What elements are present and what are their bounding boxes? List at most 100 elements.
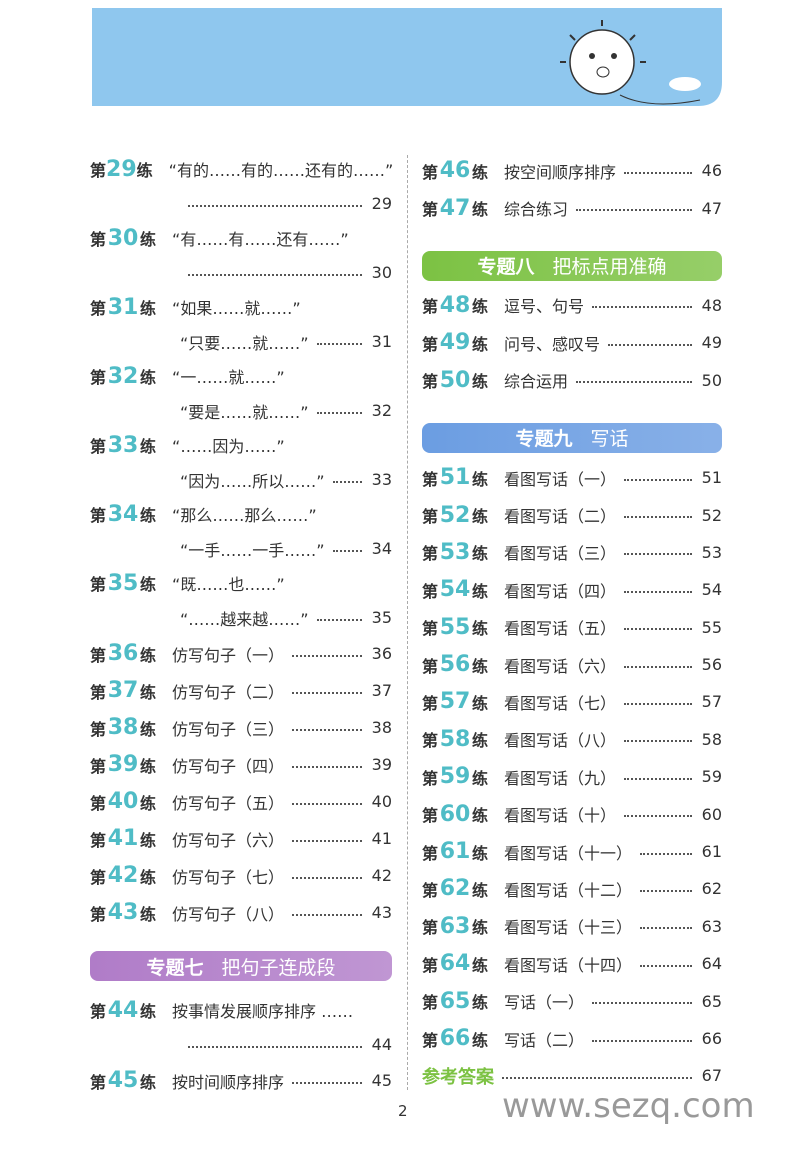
page-ref: 52 — [701, 505, 722, 525]
toc-entry: 第 62 练看图写话（十二） 62 — [422, 870, 722, 907]
section-label: 专题九 — [515, 428, 573, 451]
entry-number: 29 — [106, 156, 137, 182]
page-ref: 65 — [701, 991, 722, 1011]
entry-suffix: 练 — [472, 955, 489, 975]
entry-prefix: 第 — [422, 544, 439, 564]
entry-title: 看图写话（九） — [504, 768, 617, 788]
entry-prefix: 第 — [422, 372, 439, 392]
toc-entry: 第 57 练看图写话（七） 57 — [422, 683, 722, 720]
section-label: 专题八 — [477, 256, 535, 279]
entry-prefix: 第 — [90, 645, 107, 665]
leader — [292, 765, 362, 768]
entry-prefix: 第 — [90, 161, 107, 181]
entry-number: 36 — [107, 641, 139, 666]
entry-prefix: 第 — [422, 1030, 439, 1050]
toc-entry: 第 30 练 “有……有……还有……” — [90, 221, 392, 256]
toc-entry: 第 41 练仿写句子（六） 41 — [90, 820, 392, 857]
leader — [624, 740, 692, 743]
entry-suffix: 练 — [140, 793, 157, 813]
entry-title: “只要……就……” — [180, 333, 309, 353]
toc-entry-cont: “要是……就……” 32 — [90, 394, 392, 429]
entry-suffix: 练 — [472, 918, 489, 938]
entry-suffix: 练 — [140, 230, 157, 250]
toc-entry: 第 47 练综合练习 47 — [422, 189, 722, 226]
page-ref: 55 — [701, 617, 722, 637]
entry-number: 61 — [439, 839, 471, 865]
entry-title: 看图写话（十） — [504, 806, 617, 826]
page-ref: 30 — [371, 263, 392, 283]
entry-prefix: 第 — [90, 1072, 107, 1092]
entry-title: “一……就……” — [172, 368, 285, 388]
leader — [624, 628, 692, 631]
leader — [292, 913, 362, 916]
entry-number: 59 — [439, 764, 471, 790]
toc-entry-cont: 29 — [90, 187, 392, 222]
entry-number: 47 — [439, 195, 471, 221]
entry-title: 综合运用 — [504, 372, 569, 392]
entry-title: 看图写话（十四） — [504, 955, 633, 975]
entry-number: 40 — [107, 789, 139, 814]
entry-suffix: 练 — [140, 756, 157, 776]
toc-entry: 第 42 练仿写句子（七） 42 — [90, 857, 392, 894]
leader — [292, 1081, 362, 1084]
leader — [624, 478, 692, 481]
entry-suffix: 练 — [472, 993, 489, 1013]
entry-number: 32 — [107, 363, 139, 389]
entry-number: 35 — [107, 570, 139, 596]
toc-entry-cont: “一手……一手……” 34 — [90, 532, 392, 567]
leader — [292, 802, 362, 805]
leader — [292, 691, 362, 694]
entry-prefix: 第 — [90, 299, 107, 319]
entry-title: 仿写句子（四） — [172, 756, 285, 776]
page-ref: 41 — [371, 829, 392, 848]
page-ref: 31 — [371, 332, 392, 352]
leader — [316, 342, 362, 345]
page-ref: 63 — [701, 916, 722, 936]
toc-entry: 第 46 练按空间顺序排序 46 — [422, 152, 722, 189]
entry-number: 65 — [439, 988, 471, 1014]
section-header: 专题九 写话 — [422, 422, 722, 453]
entry-prefix: 第 — [90, 1002, 107, 1022]
page-ref: 49 — [701, 333, 722, 353]
toc-entry: 第 31 练 “如果……就……” — [90, 290, 392, 325]
entry-prefix: 第 — [422, 656, 439, 676]
entry-title: 按事情发展顺序排序 …… — [172, 1002, 354, 1022]
leader — [624, 665, 692, 668]
leader — [640, 964, 692, 967]
entry-suffix: 练 — [472, 507, 489, 527]
leader — [592, 1039, 692, 1042]
toc-entry: 第 29 练 “有的……有的……还有的……” — [90, 152, 393, 187]
entry-title: 看图写话（三） — [504, 544, 617, 564]
entry-title: 看图写话（七） — [504, 693, 617, 713]
entry-prefix: 第 — [422, 334, 439, 354]
entry-title: “因为……所以……” — [180, 471, 325, 491]
leader — [624, 815, 692, 818]
entry-title: “一手……一手……” — [180, 540, 325, 560]
leader — [316, 618, 362, 621]
leader — [624, 777, 692, 780]
entry-suffix: 练 — [140, 830, 157, 850]
toc-entry: 第 35 练 “既……也……” — [90, 566, 392, 601]
entry-number: 49 — [439, 330, 471, 356]
leader — [332, 480, 362, 483]
entry-number: 66 — [439, 1026, 471, 1051]
entry-suffix: 练 — [472, 843, 489, 863]
entry-prefix: 第 — [90, 756, 107, 776]
leader — [576, 209, 692, 212]
page-ref: 34 — [371, 539, 392, 559]
entry-number: 42 — [107, 863, 139, 888]
entry-suffix: 练 — [472, 581, 489, 601]
leader — [592, 306, 692, 309]
page-ref: 42 — [371, 866, 392, 885]
entry-prefix: 第 — [90, 682, 107, 702]
entry-prefix: 第 — [422, 693, 439, 713]
page-ref: 60 — [701, 804, 722, 824]
entry-suffix: 练 — [136, 161, 153, 181]
entry-title: 仿写句子（六） — [172, 830, 285, 850]
entry-title: 写话（二） — [504, 1030, 585, 1050]
toc-entry: 第 55 练看图写话（五） 55 — [422, 609, 722, 646]
toc-entry: 第 49 练问号、感叹号 49 — [422, 324, 722, 361]
page-ref: 59 — [701, 767, 722, 787]
entry-title: “……越来越……” — [180, 609, 309, 629]
